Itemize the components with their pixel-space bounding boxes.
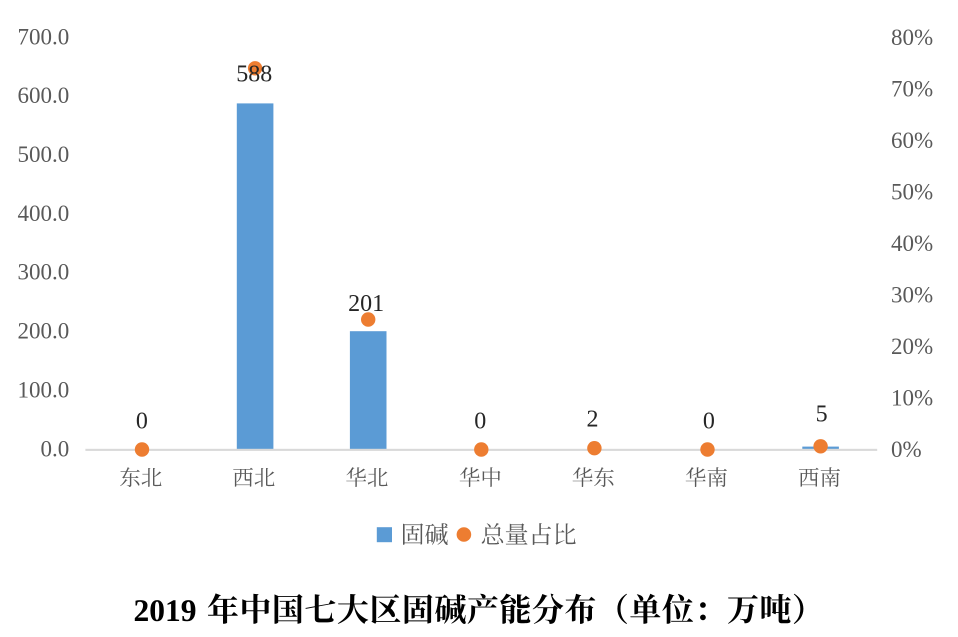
svg-text:0: 0 [136, 409, 148, 435]
svg-text:100.0: 100.0 [18, 377, 70, 402]
svg-text:500.0: 500.0 [18, 142, 70, 167]
svg-text:0: 0 [703, 409, 715, 435]
svg-text:700.0: 700.0 [18, 24, 70, 49]
svg-text:201: 201 [348, 291, 384, 317]
svg-text:40%: 40% [891, 231, 933, 256]
svg-text:400.0: 400.0 [18, 201, 70, 226]
svg-text:30%: 30% [891, 283, 933, 308]
svg-text:80%: 80% [891, 25, 933, 50]
svg-text:0%: 0% [891, 437, 922, 462]
svg-text:0: 0 [474, 409, 486, 435]
svg-text:600.0: 600.0 [18, 83, 70, 108]
svg-text:588: 588 [236, 62, 272, 88]
svg-text:50%: 50% [891, 180, 933, 205]
svg-text:2: 2 [587, 407, 599, 433]
svg-text:0.0: 0.0 [41, 436, 70, 461]
svg-text:10%: 10% [891, 386, 933, 411]
svg-text:5: 5 [816, 401, 828, 427]
svg-text:300.0: 300.0 [18, 260, 70, 285]
svg-text:60%: 60% [891, 128, 933, 153]
svg-text:20%: 20% [891, 334, 933, 359]
svg-text:70%: 70% [891, 77, 933, 102]
svg-text:200.0: 200.0 [18, 319, 70, 344]
